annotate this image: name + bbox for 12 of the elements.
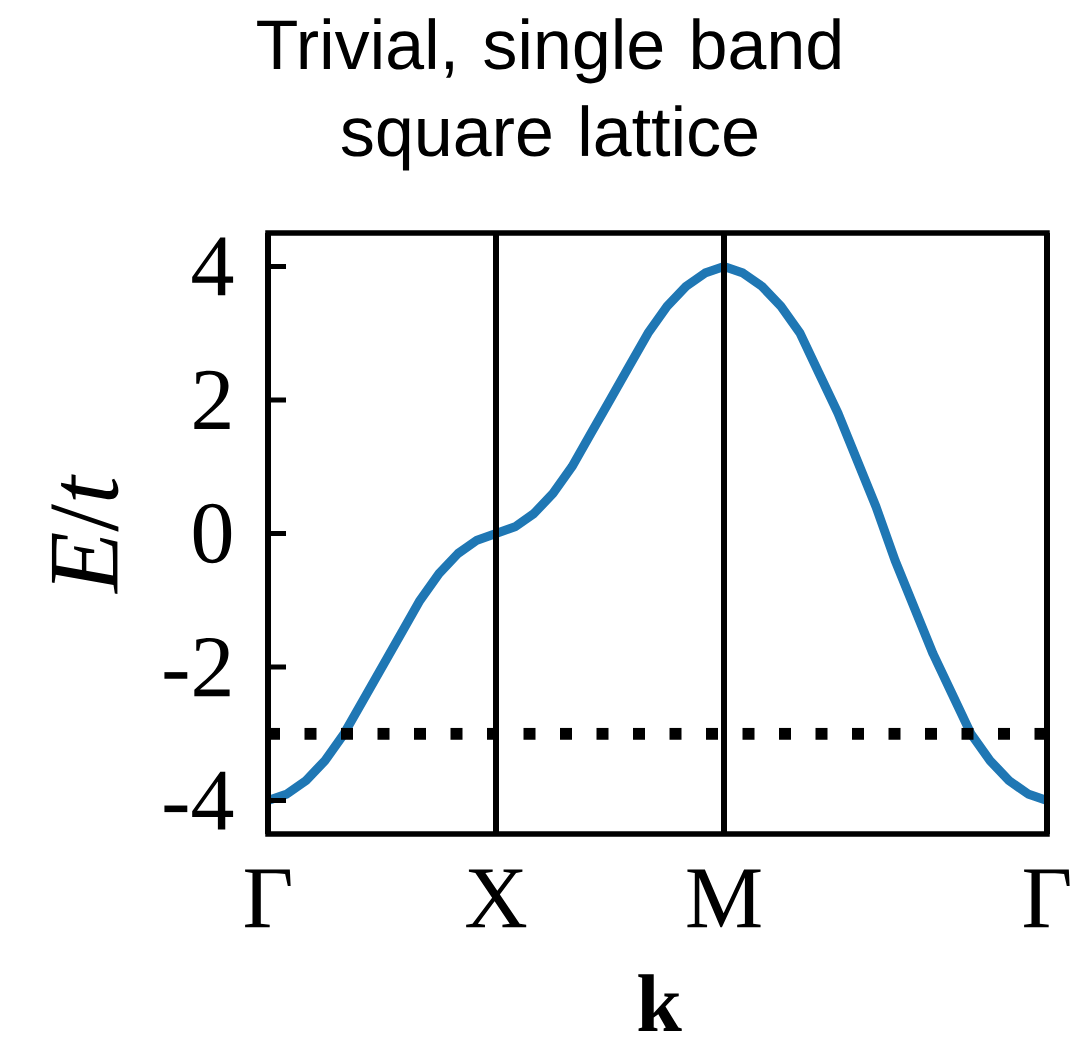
y-tick-label: 2 — [194, 370, 230, 430]
x-tick-label: X — [466, 869, 527, 928]
y-tick-label: 4 — [192, 237, 234, 296]
y-axis-title: E/t — [51, 474, 119, 594]
x-tick-label: M — [687, 869, 761, 928]
x-axis-title: k — [638, 974, 682, 1032]
x-tick-label: Γ — [245, 869, 291, 928]
y-tick-label: -2 — [164, 637, 230, 697]
chart-title: Trivial, single band square lattice — [257, 18, 840, 171]
y-tick-label: -4 — [164, 771, 234, 830]
y-tick-label: 0 — [193, 503, 232, 564]
x-tick-label: Γ — [1024, 869, 1070, 928]
